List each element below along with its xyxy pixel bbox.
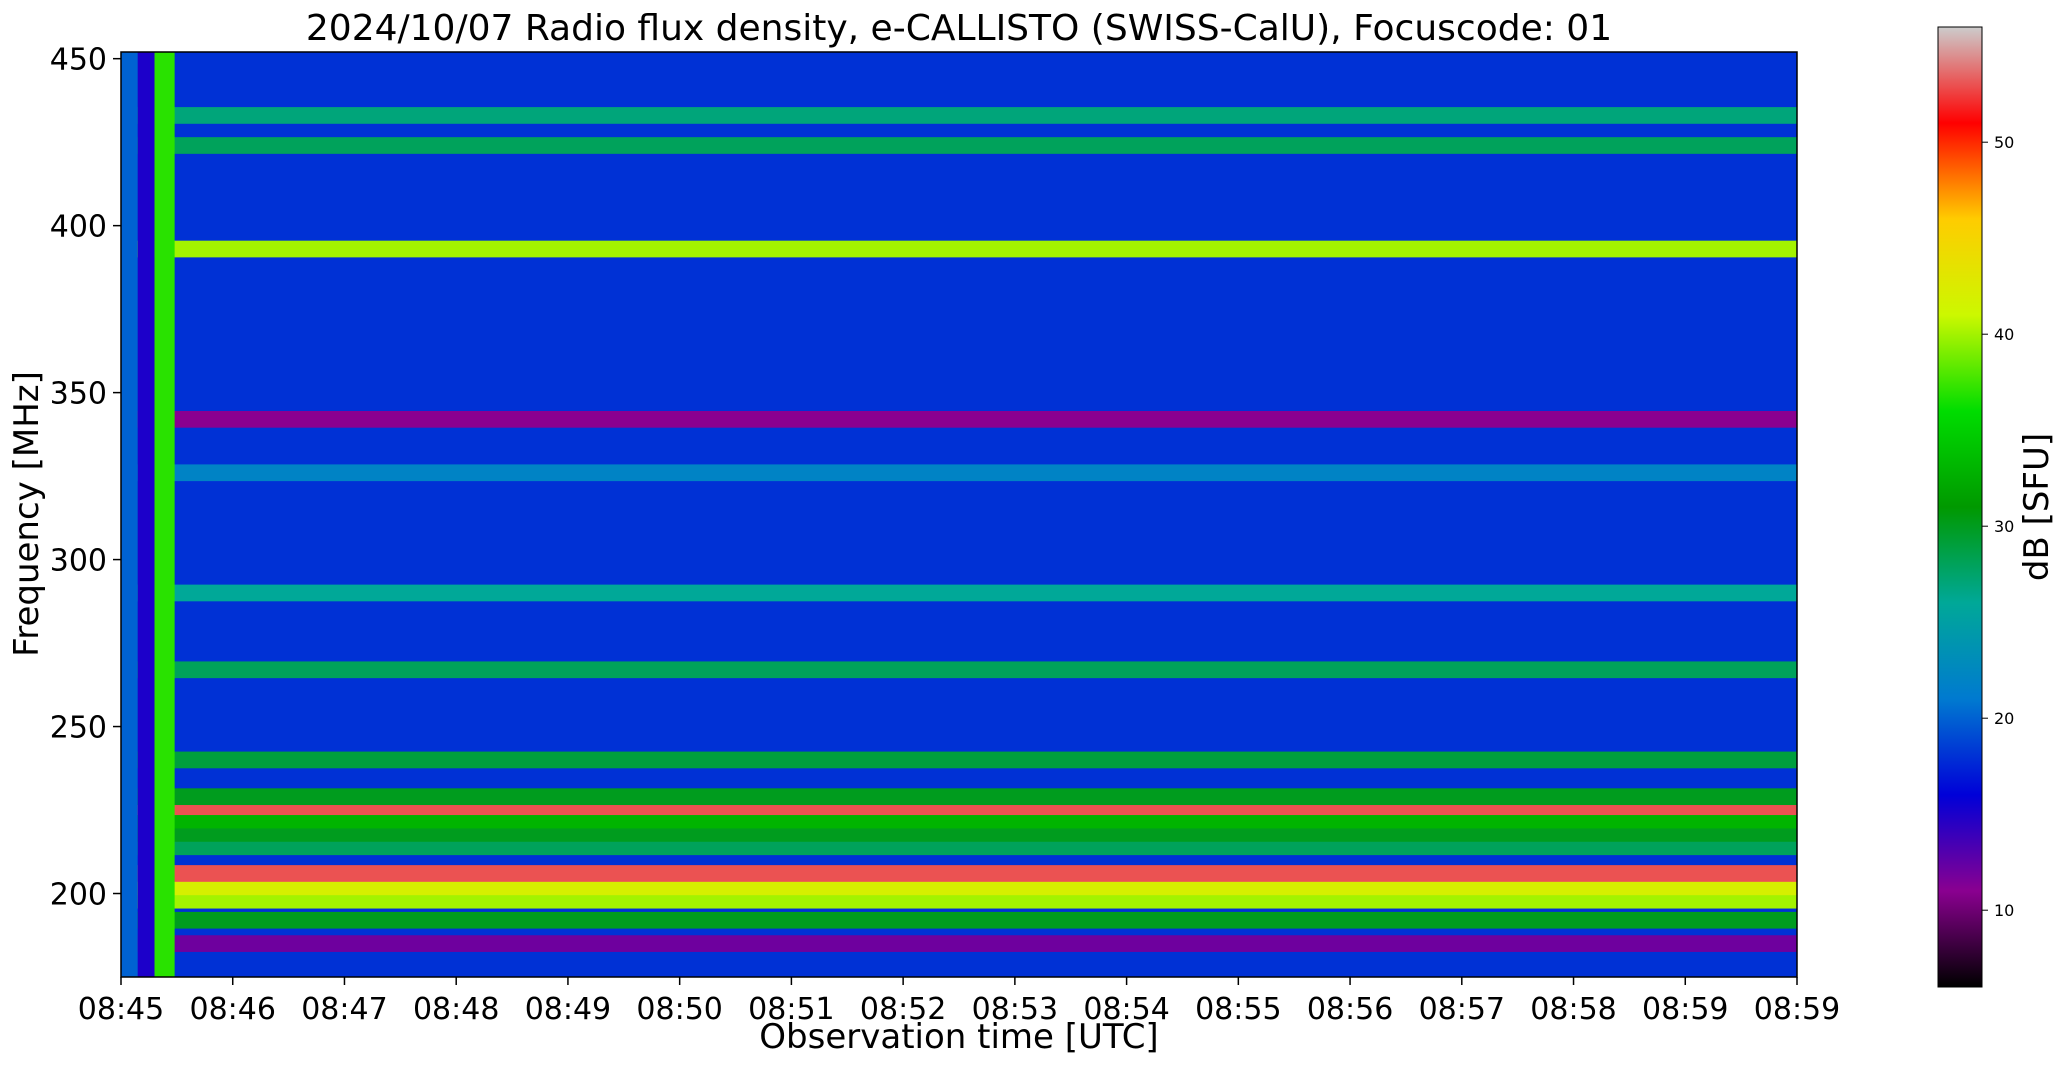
frequency-band xyxy=(121,107,1797,124)
frequency-band xyxy=(121,788,1797,806)
x-tick-label: 08:58 xyxy=(1530,992,1616,1027)
frequency-band xyxy=(121,825,1797,842)
spectrogram-calibration-columns xyxy=(121,52,175,977)
frequency-band xyxy=(121,935,1797,952)
spectrogram-frequency-bands xyxy=(121,107,1797,952)
x-axis-ticks: 08:45 08:46 08:47 08:48 08:49 08:50 08:51 08:52… xyxy=(78,977,1840,1027)
x-axis-label: Observation time [UTC] xyxy=(759,1017,1158,1057)
y-tick-label: 250 xyxy=(50,711,107,746)
x-tick-label: 08:50 xyxy=(636,992,722,1027)
x-tick-label: 08:48 xyxy=(413,992,499,1027)
y-tick-label: 400 xyxy=(50,210,107,245)
frequency-band xyxy=(121,584,1797,602)
x-tick-label: 08:52 xyxy=(860,992,946,1027)
colorbar-tick-label: 30 xyxy=(1994,517,2014,536)
y-tick-label: 200 xyxy=(50,878,107,913)
x-tick-label: 08:45 xyxy=(78,992,164,1027)
x-tick-label: 08:56 xyxy=(1307,992,1393,1027)
x-tick-label: 08:47 xyxy=(301,992,387,1027)
colorbar-tick-label: 40 xyxy=(1994,325,2014,344)
frequency-band xyxy=(121,891,1797,909)
y-axis-ticks: 200 250 300 350 400 450 xyxy=(50,43,121,913)
x-tick-label: 08:49 xyxy=(525,992,611,1027)
frequency-band xyxy=(121,838,1797,856)
frequency-band xyxy=(121,811,1797,829)
x-tick-label: 08:51 xyxy=(748,992,834,1027)
x-tick-label: 08:54 xyxy=(1083,992,1169,1027)
y-axis-label: Frequency [MHz] xyxy=(7,371,47,657)
frequency-band xyxy=(121,911,1797,929)
x-tick-label: 08:57 xyxy=(1419,992,1505,1027)
colorbar-label: dB [SFU] xyxy=(2017,433,2057,581)
frequency-band xyxy=(121,137,1797,154)
x-tick-label: 08:55 xyxy=(1195,992,1281,1027)
colorbar-tick-label: 10 xyxy=(1994,901,2014,920)
frequency-band xyxy=(121,410,1797,428)
frequency-band xyxy=(121,751,1797,769)
chart-title: 2024/10/07 Radio flux density, e-CALLIST… xyxy=(306,8,1612,49)
frequency-band xyxy=(121,240,1797,258)
frequency-band xyxy=(121,464,1797,482)
x-tick-label: 08:59 xyxy=(1642,992,1728,1027)
y-tick-label: 450 xyxy=(50,43,107,78)
colorbar xyxy=(1937,26,1983,988)
frequency-band xyxy=(121,878,1797,896)
calibration-column xyxy=(121,52,138,977)
x-tick-label: 08:53 xyxy=(972,992,1058,1027)
x-tick-label: 08:59 xyxy=(1754,992,1840,1027)
y-tick-label: 300 xyxy=(50,544,107,579)
calibration-column xyxy=(154,52,175,977)
x-tick-label: 08:46 xyxy=(189,992,275,1027)
frequency-band xyxy=(121,865,1797,882)
calibration-column xyxy=(137,52,155,977)
plot-frame xyxy=(120,51,1798,978)
colorbar-tick-label: 50 xyxy=(1994,133,2014,152)
spectrogram-plot-area xyxy=(121,52,1797,977)
frequency-band xyxy=(121,661,1797,679)
y-tick-label: 350 xyxy=(50,377,107,412)
colorbar-tick-label: 20 xyxy=(1994,709,2014,728)
colorbar-ticks: 10 20 30 40 50 xyxy=(1982,133,2014,920)
